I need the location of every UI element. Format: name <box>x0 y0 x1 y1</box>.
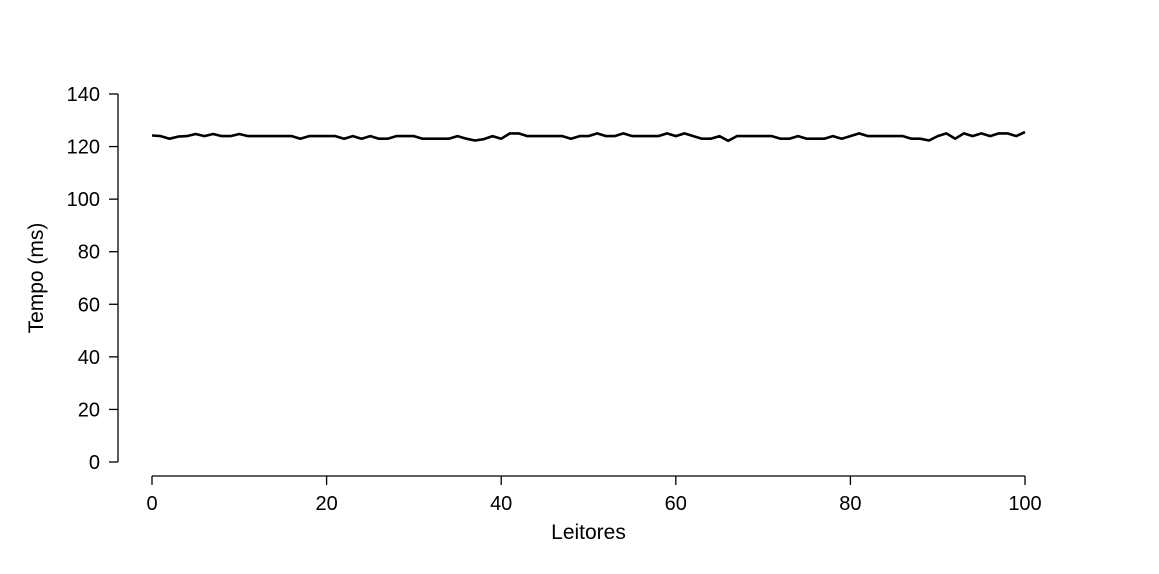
x-tick-label: 40 <box>490 493 512 515</box>
plot-area <box>151 130 1026 143</box>
x-tick-label: 20 <box>315 493 337 515</box>
x-tick-label: 60 <box>665 493 687 515</box>
y-tick-label: 120 <box>67 137 100 159</box>
y-tick-label: 100 <box>67 189 100 211</box>
x-axis-title: Leitores <box>551 521 626 544</box>
y-tick-label: 140 <box>67 84 100 106</box>
y-tick-label: 40 <box>78 347 100 369</box>
y-axis-title: Tempo (ms) <box>25 223 48 334</box>
series-line <box>151 130 1026 143</box>
x-tick-label: 80 <box>839 493 861 515</box>
x-tick-label: 0 <box>146 493 157 515</box>
y-tick-label: 60 <box>78 294 100 316</box>
y-axis: 0 20 40 60 80 100 120 140 <box>67 84 119 474</box>
y-tick-label: 0 <box>89 452 100 474</box>
y-tick-label: 80 <box>78 242 100 264</box>
x-axis: 0 20 40 60 80 100 <box>146 475 1042 515</box>
y-tick-label: 20 <box>78 399 100 421</box>
x-tick-label: 100 <box>1008 493 1041 515</box>
